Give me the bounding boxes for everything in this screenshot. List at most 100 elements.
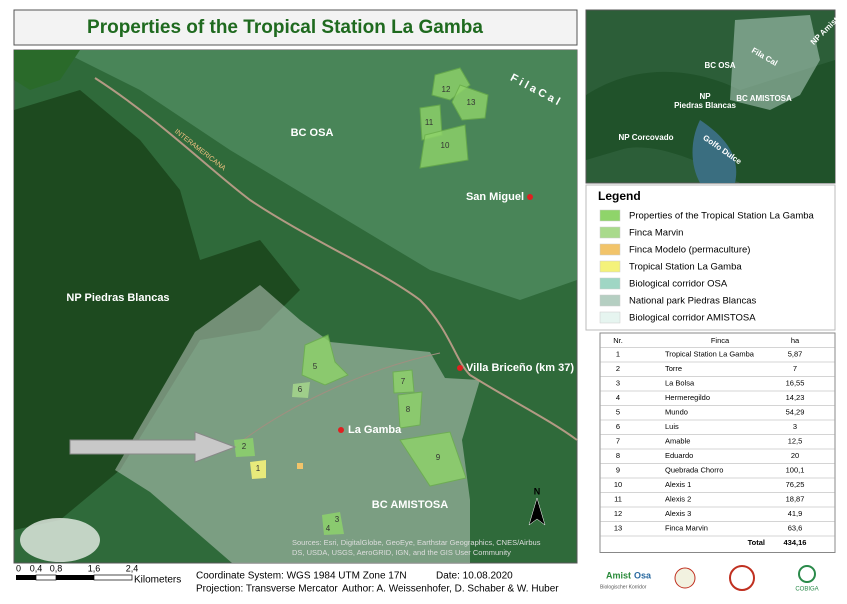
parcel-label: 1: [256, 464, 261, 473]
parcel: [397, 391, 423, 429]
table-cell: 13: [614, 524, 622, 533]
parcel-label: 9: [436, 453, 441, 462]
logos: Amist Osa Biologischer Korridor COBIGA: [600, 565, 819, 593]
legend-label: Finca Marvin: [629, 228, 683, 239]
table-cell: 20: [791, 451, 799, 460]
table-total-value: 434,16: [784, 538, 807, 547]
amistosa-inset: [730, 15, 820, 110]
parcel: [392, 369, 415, 394]
scale-segment: [16, 575, 36, 580]
legend-label: Biological corridor AMISTOSA: [629, 313, 756, 324]
cloud: [20, 518, 100, 562]
table-total-label: Total: [748, 538, 765, 547]
parcel: [399, 431, 467, 487]
table-cell: 16,55: [786, 379, 805, 388]
table-cell: 76,25: [786, 480, 805, 489]
table-cell: 4: [616, 393, 620, 402]
table-cell: Hermeregildo: [665, 393, 710, 402]
forest: [14, 90, 300, 530]
scale-unit: Kilometers: [134, 575, 181, 586]
legend-label: Tropical Station La Gamba: [629, 262, 742, 273]
scale-tick-label: 0: [16, 563, 21, 573]
legend-swatch: [599, 243, 621, 256]
table-cell: Alexis 3: [665, 509, 691, 518]
scale-tick-label: 0,4: [30, 563, 43, 573]
table-cell: 9: [616, 466, 620, 475]
inset-label: NP Corcovado: [619, 133, 674, 142]
table-cell: 54,29: [786, 408, 805, 417]
table-cell: 7: [616, 437, 620, 446]
table-border: [599, 332, 836, 553]
place-marker: [527, 194, 533, 200]
parcel: [301, 334, 349, 386]
legend-swatch: [599, 226, 621, 239]
table-cell: 10: [614, 480, 622, 489]
table-cell: Finca Marvin: [665, 524, 708, 533]
road: [94, 77, 578, 441]
parcel: [297, 463, 303, 469]
table-cell: 8: [616, 451, 620, 460]
scale-tick-label: 1,6: [88, 563, 101, 573]
legend-swatch: [599, 277, 621, 290]
table-cell: 100,1: [786, 466, 805, 475]
amistosa-area: [115, 285, 480, 563]
parcel: [250, 460, 266, 479]
logo-text: COBIGA: [795, 587, 818, 593]
logo: [798, 565, 816, 583]
logo-text: Biologischer Korridor: [600, 584, 647, 590]
parcel: [234, 438, 255, 457]
legend-swatch: [599, 260, 621, 273]
scale-bar: 0 0,4 0,8 1,6 2,4 Kilometers: [16, 563, 181, 586]
logo-text: Osa: [634, 570, 652, 580]
place-marker: [338, 427, 344, 433]
table-cell: 3: [793, 422, 797, 431]
inset-label: NP: [699, 92, 711, 101]
legend-label: National park Piedras Blancas: [629, 296, 757, 307]
table-cell: 12: [614, 509, 622, 518]
table-cell: Mundo: [665, 408, 688, 417]
legend-label: Properties of the Tropical Station La Ga…: [629, 211, 815, 222]
table-cell: 5,87: [788, 350, 803, 359]
table-cell: Tropical Station La Gamba: [665, 350, 755, 359]
parcel-label: 12: [442, 85, 451, 94]
table-cell: Eduardo: [665, 451, 693, 460]
table-cell: 11: [614, 495, 622, 504]
scale-segment: [56, 575, 94, 580]
forest: [14, 50, 80, 90]
legend-swatch: [599, 294, 621, 307]
table-cell: Alexis 2: [665, 495, 691, 504]
legend: Properties of the Tropical Station La Ga…: [599, 209, 815, 324]
table: Nr. Finca ha 1 Tropical Station La Gamba 5,87…: [599, 332, 836, 553]
scale-segment: [93, 574, 133, 581]
table-cell: Torre: [665, 364, 682, 373]
arrow: [69, 431, 237, 463]
inset-label: Piedras Blancas: [674, 101, 736, 110]
attribution: Sources: Esri, DigitalGlobe, GeoEye, Ear…: [292, 538, 541, 547]
table-cell: 12,5: [788, 437, 803, 446]
parcel: [322, 512, 344, 535]
table-cell: 18,87: [786, 495, 805, 504]
footer-text: Author: A. Weissenhofer, D. Schaber & W.…: [342, 584, 559, 595]
title: Properties of the Tropical Station La Ga…: [87, 17, 483, 38]
map-label: San Miguel: [466, 191, 524, 203]
scale-tick-label: 0,8: [50, 563, 63, 573]
table-cell: Quebrada Chorro: [665, 466, 723, 475]
place-marker: [457, 365, 463, 371]
table-cell: 3: [616, 379, 620, 388]
table-cell: Luis: [665, 422, 679, 431]
footer-text: Projection: Transverse Mercator: [196, 584, 338, 595]
table-cell: 2: [616, 364, 620, 373]
parcel: [292, 382, 310, 398]
logo: [729, 565, 755, 591]
table-cell: 5: [616, 408, 620, 417]
road: [229, 352, 441, 451]
north-arrow: [528, 497, 546, 526]
footer-text: Coordinate System: WGS 1984 UTM Zone 17N: [196, 571, 407, 582]
table-cell: 7: [793, 364, 797, 373]
parcel-label: 8: [406, 405, 411, 414]
legend-box: [585, 184, 836, 331]
table-header: Finca: [711, 336, 730, 345]
gulf: [692, 120, 737, 183]
inset-map: NP Amistad Fila Cal BC OSA NP Piedras Bl…: [585, 9, 847, 184]
